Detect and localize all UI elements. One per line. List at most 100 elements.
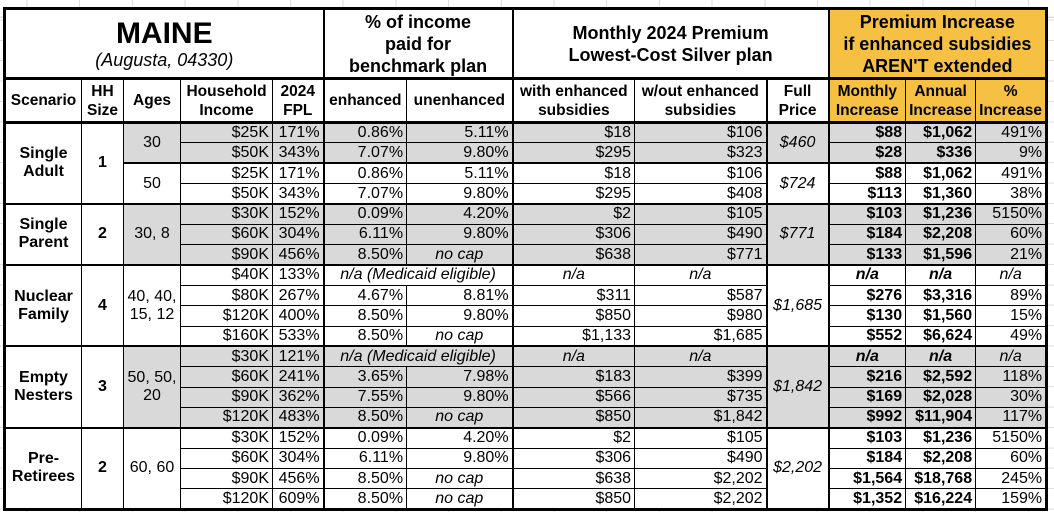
cell-pct-increase: 38% <box>975 183 1048 205</box>
section-premium: Monthly 2024 Premium Lowest-Cost Silver … <box>511 8 830 80</box>
cell-pct-increase: n/a <box>975 345 1048 368</box>
cell-annual-increase: $1,062 <box>905 121 977 144</box>
table-row: $160K 533% 8.50% no cap $1,133 $1,685 $552 $6,6… <box>5 325 1048 347</box>
cell-annual-increase: $16,224 <box>905 488 977 510</box>
cell-wout-subsidies: $399 <box>634 366 768 388</box>
cell-monthly-increase: n/a <box>827 263 907 286</box>
cell-with-subsidies: $638 <box>511 468 636 490</box>
cell-fpl: 133% <box>271 263 325 286</box>
cell-fpl: 456% <box>271 244 325 266</box>
cell-household-income: $120K <box>180 305 273 327</box>
cell-household-income: $30K <box>180 426 273 449</box>
cell-annual-increase: $1,596 <box>905 244 977 266</box>
cell-monthly-increase: $184 <box>827 447 907 470</box>
cell-household-income: $60K <box>180 447 273 470</box>
cell-with-subsidies: $2 <box>511 426 636 449</box>
cell-monthly-increase: $133 <box>827 244 907 266</box>
cell-wout-subsidies: $1,842 <box>634 407 768 429</box>
cell-monthly-increase: $169 <box>827 386 907 409</box>
cell-fpl: 304% <box>271 447 325 470</box>
cell-household-income: $60K <box>180 366 273 388</box>
section-increase: Premium Increase if enhanced subsidies A… <box>827 8 1048 80</box>
cell-wout-subsidies: $105 <box>634 426 768 449</box>
cell-full-price: $2,202 <box>765 426 830 510</box>
cell-enhanced: 6.11% <box>322 447 408 470</box>
cell-household-income: $60K <box>180 223 273 246</box>
cell-unenhanced: no cap <box>406 407 514 429</box>
cell-ages: 40, 40, 15, 12 <box>123 264 181 347</box>
cell-annual-increase: $3,316 <box>905 284 977 307</box>
cell-unenhanced: 9.80% <box>406 142 514 164</box>
cell-monthly-increase: $552 <box>827 325 907 347</box>
cell-unenhanced: no cap <box>406 488 514 510</box>
cell-ages: 50 <box>123 162 181 205</box>
col-header-with-subsidies: with enhanced subsidies <box>511 78 636 124</box>
cell-annual-increase: $2,208 <box>905 223 977 246</box>
cell-annual-increase: $18,768 <box>905 468 977 490</box>
cell-with-subsidies: $306 <box>511 447 636 470</box>
cell-monthly-increase: $113 <box>827 183 907 205</box>
cell-with-subsidies: $295 <box>511 183 636 205</box>
col-header-enhanced: enhanced <box>322 78 408 124</box>
cell-wout-subsidies: $735 <box>634 386 768 409</box>
cell-annual-increase: $2,592 <box>905 366 977 388</box>
cell-with-subsidies: $306 <box>511 223 636 246</box>
cell-annual-increase: $1,062 <box>905 162 977 185</box>
table-row: $90K 456% 8.50% no cap $638 $771 $133 $1,596 21% <box>5 244 1048 266</box>
cell-enhanced: 7.07% <box>322 142 408 164</box>
cell-wout-subsidies: $106 <box>634 121 768 144</box>
cell-enhanced: 4.67% <box>322 284 408 307</box>
cell-hh-size: 2 <box>81 202 124 266</box>
cell-household-income: $50K <box>180 142 273 164</box>
cell-fpl: 483% <box>271 407 325 429</box>
cell-monthly-increase: $88 <box>827 121 907 144</box>
cell-pct-increase: 9% <box>975 142 1048 164</box>
section-income-pct: % of income paid for benchmark plan <box>322 8 514 80</box>
table-row: $80K 267% 4.67% 8.81% $311 $587 $276 $3,316 89% <box>5 284 1048 307</box>
cell-enhanced: 7.07% <box>322 183 408 205</box>
cell-ages: 60, 60 <box>123 426 181 510</box>
cell-wout-subsidies: $2,202 <box>634 488 768 510</box>
cell-pct-increase: 5150% <box>975 202 1048 225</box>
cell-enhanced-merged: n/a (Medicaid eligible) <box>322 345 514 368</box>
cell-pct-increase: 60% <box>975 447 1048 470</box>
table-row: 50 $25K 171% 0.86% 5.11% $18 $106 $724 $88 $1,062… <box>5 162 1048 205</box>
cell-annual-increase: $1,236 <box>905 426 977 449</box>
cell-hh-size: 3 <box>81 345 124 429</box>
cell-wout-subsidies: n/a <box>634 345 768 368</box>
cell-household-income: $160K <box>180 325 273 347</box>
table-row: Empty Nesters 3 50, 50, 20 $30K 121% n/a (Med… <box>4 345 1048 429</box>
col-header-hh-size: HH Size <box>81 78 124 124</box>
premium-table: MAINE (Augusta, 04330) % of income paid f… <box>3 7 1049 511</box>
cell-pct-increase: 15% <box>975 305 1048 327</box>
cell-wout-subsidies: $980 <box>634 305 768 327</box>
col-header-pct-increase: % Increase <box>975 78 1048 124</box>
cell-pct-increase: 491% <box>975 162 1048 185</box>
cell-full-price: $1,842 <box>765 345 830 429</box>
cell-unenhanced: 9.80% <box>406 305 514 327</box>
cell-fpl: 171% <box>271 121 325 144</box>
cell-annual-increase: $2,028 <box>905 386 977 409</box>
cell-pct-increase: 118% <box>975 366 1048 388</box>
cell-pct-increase: 89% <box>975 284 1048 307</box>
cell-unenhanced: 9.80% <box>406 386 514 409</box>
cell-unenhanced: 7.98% <box>406 366 514 388</box>
table-row: $90K 362% 7.55% 9.80% $566 $735 $169 $2,028 30% <box>5 386 1048 409</box>
table-row: $60K 304% 6.11% 9.80% $306 $490 $184 $2,208 60% <box>5 223 1048 246</box>
table-row: Single Parent 2 30, 8 $30K 152% 0.09% 4.20% $2 $… <box>4 202 1048 266</box>
cell-annual-increase: n/a <box>905 263 977 286</box>
table-row: $60K 304% 6.11% 9.80% $306 $490 $184 $2,208 60% <box>5 447 1048 470</box>
cell-with-subsidies: n/a <box>511 263 636 286</box>
cell-full-price: $1,685 <box>765 264 830 347</box>
cell-wout-subsidies: $106 <box>634 162 768 185</box>
cell-with-subsidies: $2 <box>511 202 636 225</box>
cell-annual-increase: $11,904 <box>905 407 977 429</box>
cell-household-income: $30K <box>180 202 273 225</box>
table-body: Single Adult 1 30 $25K 171% 0.86% 5.11% $18 $106… <box>4 121 1048 510</box>
cell-unenhanced: 8.81% <box>406 284 514 307</box>
cell-unenhanced: no cap <box>406 244 514 266</box>
cell-pct-increase: 21% <box>975 244 1048 266</box>
cell-with-subsidies: $850 <box>511 305 636 327</box>
cell-monthly-increase: $103 <box>827 202 907 225</box>
cell-monthly-increase: $1,352 <box>827 488 907 510</box>
